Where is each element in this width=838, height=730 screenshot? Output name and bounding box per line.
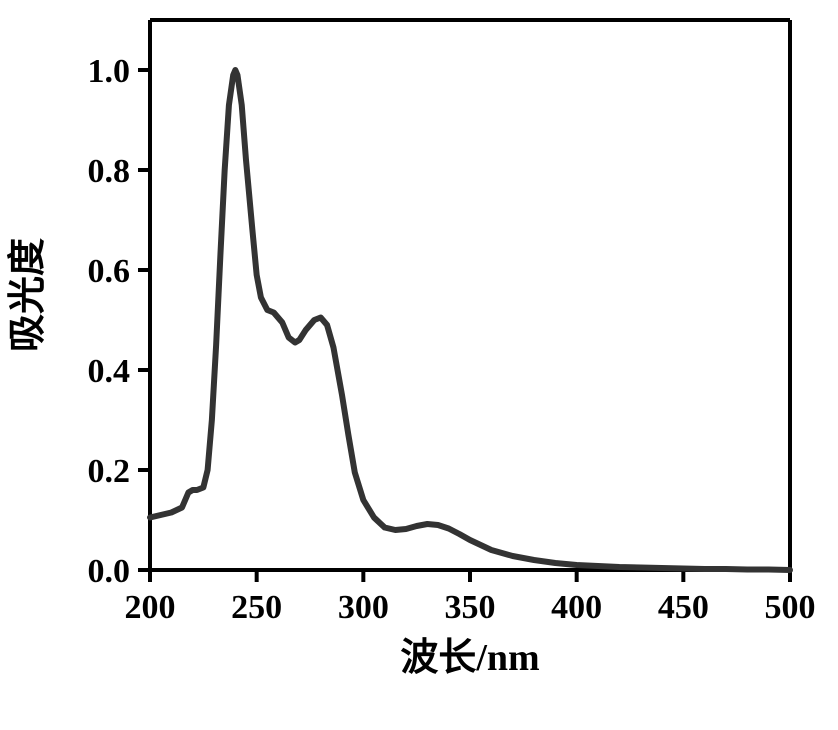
x-tick-label: 450 xyxy=(658,589,709,626)
y-tick-label: 1.0 xyxy=(88,53,131,90)
spectrum-chart: 200 250 300 350 400 450 500 0.0 0.2 0.4 0.6 0.8 1.0 波… xyxy=(0,0,838,730)
x-tick-label: 400 xyxy=(551,589,602,626)
chart-svg: 200 250 300 350 400 450 500 0.0 0.2 0.4 0.6 0.8 1.0 波… xyxy=(0,0,838,730)
y-tick-label: 0.8 xyxy=(88,153,131,190)
x-axis-label: 波长/nm xyxy=(400,637,539,679)
y-tick-label: 0.6 xyxy=(88,253,131,290)
spectrum-line xyxy=(150,70,790,570)
y-axis-label: 吸光度 xyxy=(7,238,49,352)
y-tick-label: 0.0 xyxy=(88,553,131,590)
x-tick-label: 350 xyxy=(445,589,496,626)
x-tick-label: 250 xyxy=(231,589,282,626)
y-tick-label: 0.2 xyxy=(88,453,131,490)
x-tick-label: 500 xyxy=(765,589,816,626)
y-tick-label: 0.4 xyxy=(88,353,131,390)
x-tick-label: 200 xyxy=(125,589,176,626)
x-tick-label: 300 xyxy=(338,589,389,626)
